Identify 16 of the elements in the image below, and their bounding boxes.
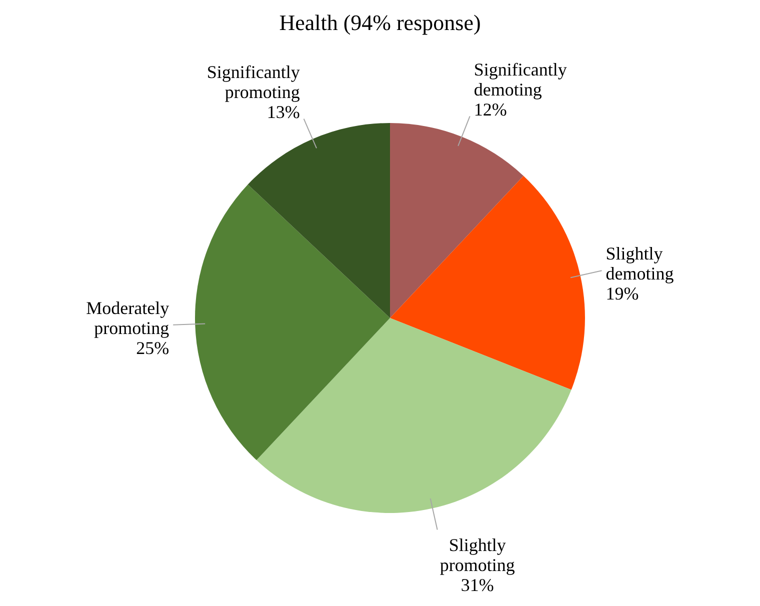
slice-label: Moderately promoting [86, 298, 170, 338]
slice-label: Significantly promoting [206, 62, 300, 102]
pie-slice [195, 184, 390, 460]
slice-label: Significantly demoting [474, 59, 567, 100]
pie-slice [248, 123, 390, 318]
pie-slice [256, 318, 572, 513]
data-label: 12% [474, 99, 507, 120]
chart-title: Health (94% response) [279, 10, 481, 35]
pie-slice [390, 123, 524, 318]
data-label: 31% [460, 574, 494, 595]
data-label: 25% [136, 338, 170, 358]
slice-label: Slightly promoting [440, 534, 515, 575]
slice-label: Slightly demoting [606, 244, 674, 284]
pie-slice [390, 176, 585, 390]
data-label: 19% [606, 284, 639, 304]
data-label: 13% [266, 102, 300, 122]
